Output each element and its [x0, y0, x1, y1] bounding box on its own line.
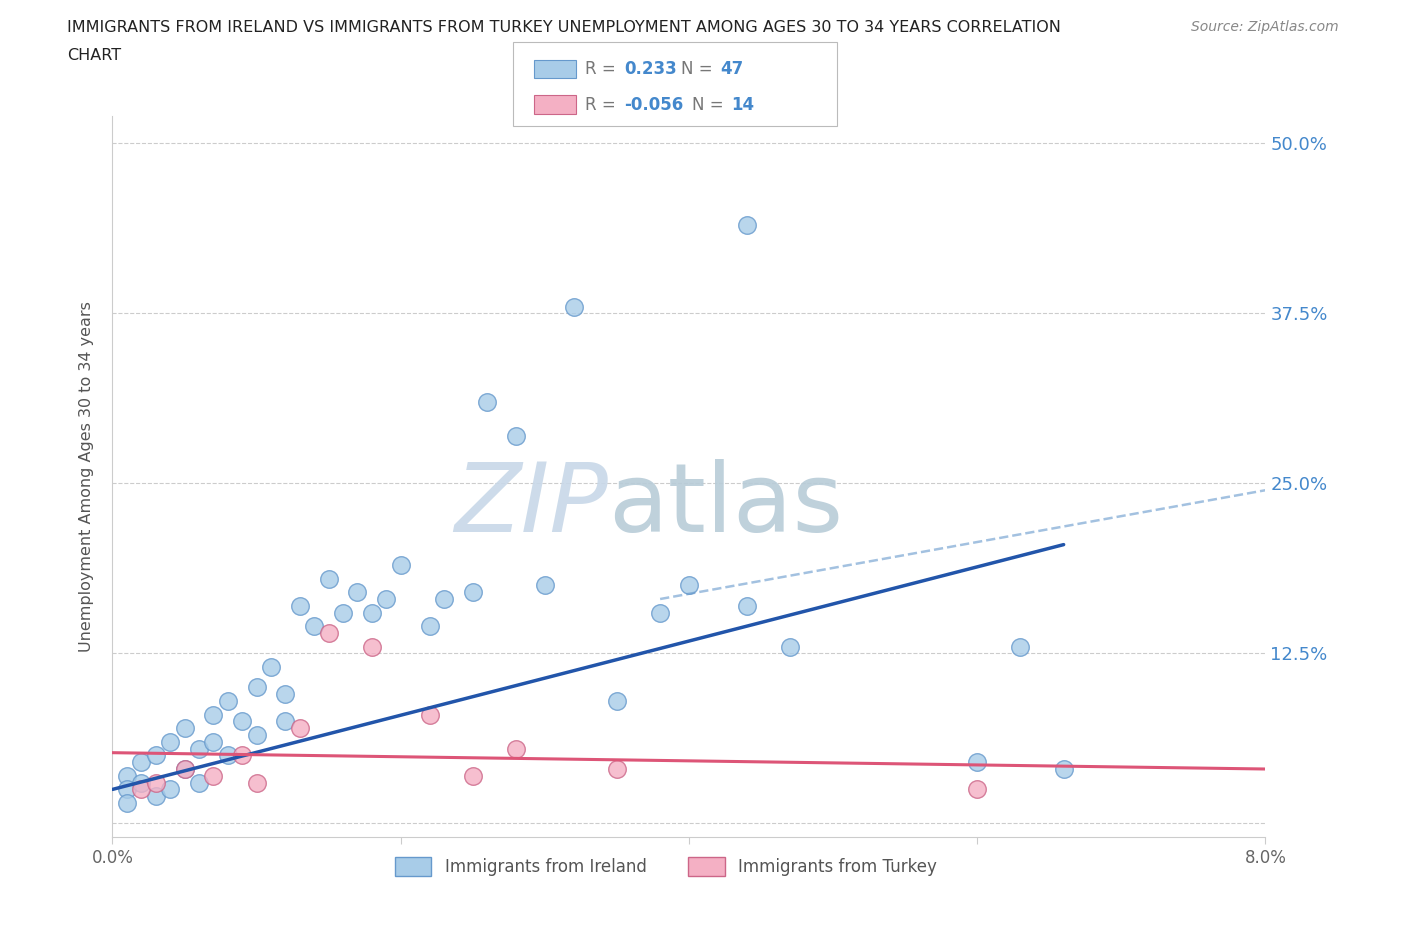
Point [115, 782, 138, 797]
Point [966, 755, 988, 770]
Point [173, 721, 195, 736]
Text: N =: N = [692, 96, 728, 113]
Point [304, 618, 326, 633]
Text: Source: ZipAtlas.com: Source: ZipAtlas.com [1191, 20, 1339, 34]
Point [606, 762, 628, 777]
Text: IMMIGRANTS FROM IRELAND VS IMMIGRANTS FROM TURKEY UNEMPLOYMENT AMONG AGES 30 TO : IMMIGRANTS FROM IRELAND VS IMMIGRANTS FR… [67, 20, 1062, 35]
Point [389, 558, 412, 573]
Point [231, 748, 253, 763]
Text: -0.056: -0.056 [624, 96, 683, 113]
Point [533, 578, 555, 592]
Point [246, 776, 269, 790]
Point [360, 639, 382, 654]
Point [461, 585, 484, 600]
Point [202, 768, 225, 783]
Point [318, 626, 340, 641]
Y-axis label: Unemployment Among Ages 30 to 34 years: Unemployment Among Ages 30 to 34 years [79, 301, 94, 652]
Text: CHART: CHART [67, 48, 121, 63]
Legend: Immigrants from Ireland, Immigrants from Turkey: Immigrants from Ireland, Immigrants from… [388, 850, 943, 883]
Point [505, 429, 527, 444]
Point [606, 694, 628, 709]
Point [159, 782, 181, 797]
Point [475, 394, 498, 409]
Point [735, 218, 758, 232]
Point [505, 741, 527, 756]
Point [419, 618, 441, 633]
Point [217, 748, 239, 763]
Point [115, 768, 138, 783]
Point [159, 735, 181, 750]
Point [419, 707, 441, 722]
Point [678, 578, 700, 592]
Point [145, 789, 167, 804]
Point [145, 776, 167, 790]
Point [966, 782, 988, 797]
Text: atlas: atlas [609, 459, 844, 552]
Point [145, 748, 167, 763]
Point [173, 762, 195, 777]
Point [217, 694, 239, 709]
Point [360, 605, 382, 620]
Point [173, 762, 195, 777]
Point [202, 707, 225, 722]
Point [274, 686, 297, 701]
Point [433, 591, 456, 606]
Text: 14: 14 [731, 96, 754, 113]
Point [318, 571, 340, 586]
Text: 0.233: 0.233 [624, 60, 678, 78]
Point [246, 727, 269, 742]
Text: ZIP: ZIP [454, 459, 609, 552]
Point [115, 795, 138, 810]
Point [779, 639, 801, 654]
Point [129, 755, 153, 770]
Text: 47: 47 [720, 60, 744, 78]
Point [231, 714, 253, 729]
Point [246, 680, 269, 695]
Point [1052, 762, 1074, 777]
Point [375, 591, 398, 606]
Point [562, 299, 585, 314]
Point [288, 721, 311, 736]
Point [188, 776, 211, 790]
Point [346, 585, 368, 600]
Point [202, 735, 225, 750]
Point [332, 605, 354, 620]
Point [461, 768, 484, 783]
Point [260, 659, 283, 674]
Point [129, 776, 153, 790]
Text: R =: R = [585, 60, 621, 78]
Point [274, 714, 297, 729]
Point [1010, 639, 1032, 654]
Text: R =: R = [585, 96, 621, 113]
Point [648, 605, 672, 620]
Point [188, 741, 211, 756]
Point [735, 598, 758, 613]
Point [129, 782, 153, 797]
Point [288, 598, 311, 613]
Text: N =: N = [681, 60, 717, 78]
